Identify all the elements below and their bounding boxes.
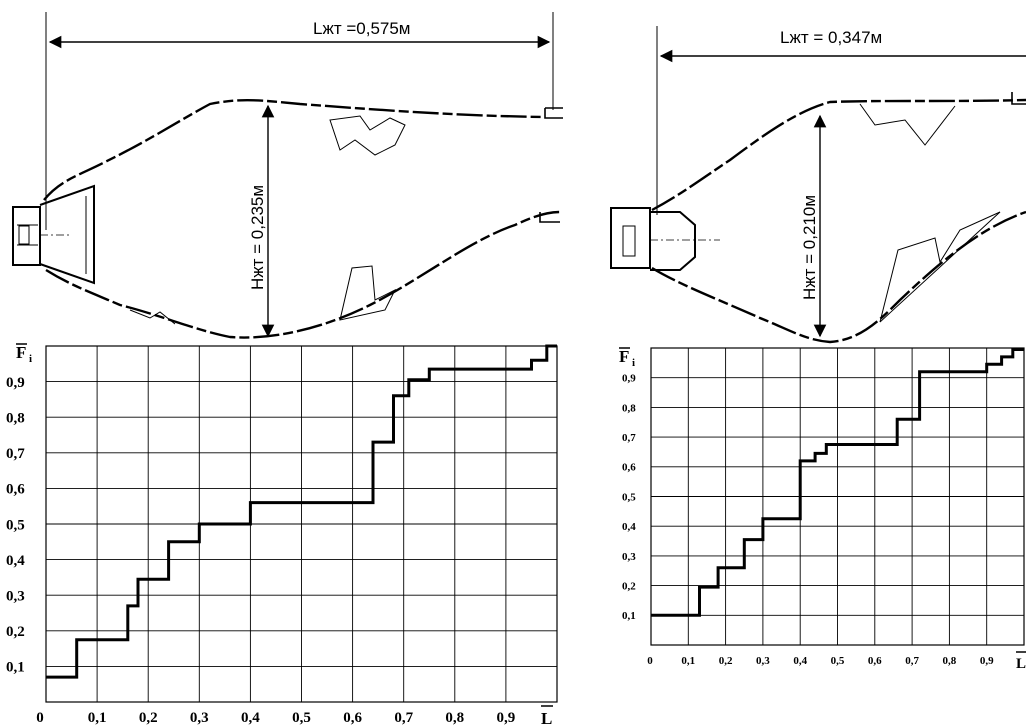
right-y-tick-label: 0,7	[622, 432, 636, 444]
right-y-tick-label: 0,4	[622, 521, 636, 533]
right-x-tick-label: 0,5	[831, 655, 845, 667]
left-y-tick-label: 0,9	[6, 375, 25, 391]
right-x-tick-label: 0,4	[793, 655, 807, 667]
left-step-chart: 0,1 0,2 0,3 0,4 0,5 0,6 0,7 0,8 0,9 0 0,1 0,2 0,3 0,4…	[6, 344, 558, 726]
left-injector-head	[12, 206, 41, 266]
left-x-tick-label: 0,4	[241, 710, 260, 726]
right-y-tick-label: 0,5	[622, 491, 636, 503]
left-x-tick-label: 0,7	[394, 710, 413, 726]
right-y-tick-label: 0,6	[622, 462, 636, 474]
left-y-tick-label: 0,3	[6, 588, 25, 604]
right-x-tick-label: 0,3	[756, 655, 770, 667]
left-y-tick-label: 0,2	[6, 624, 25, 640]
left-x-tick-label: 0,5	[292, 710, 311, 726]
right-x-tick-label: 0,9	[980, 655, 994, 667]
left-y-tick-label: 0,7	[6, 446, 25, 462]
left-y-tick-label: 0,5	[6, 517, 25, 533]
right-length-label: Lжт = 0,347м	[780, 28, 882, 47]
right-y-axis-subscript: i	[632, 357, 635, 369]
right-chamber-drawing	[610, 26, 1026, 344]
left-y-tick-label: 0,4	[6, 553, 25, 569]
left-x-tick-label: 0,3	[190, 710, 209, 726]
left-length-label: Lжт =0,575м	[313, 19, 411, 38]
right-y-tick-label: 0,9	[622, 373, 636, 385]
right-x-tick-label: 0,7	[905, 655, 919, 667]
left-y-tick-label: 0,1	[6, 660, 25, 676]
left-x-tick-label: 0	[36, 710, 44, 726]
right-x-tick-label: 0,1	[681, 655, 695, 667]
right-y-tick-label: 0,2	[622, 580, 636, 592]
right-x-axis-label: L	[1016, 656, 1026, 672]
left-y-axis-label: F	[16, 343, 26, 362]
right-x-tick-label: 0,8	[943, 655, 957, 667]
right-x-tick-label: 0,2	[719, 655, 733, 667]
right-x-tick-label: 0	[647, 655, 653, 667]
right-x-tick-label: 0,6	[868, 655, 882, 667]
right-y-tick-label: 0,1	[622, 610, 636, 622]
left-x-tick-label: 0,1	[88, 710, 107, 726]
right-height-label: Hжт = 0,210м	[800, 195, 819, 300]
right-y-axis-label: F	[619, 347, 629, 366]
right-step-line	[651, 348, 1024, 617]
left-y-tick-label: 0,8	[6, 410, 25, 426]
left-step-line	[46, 344, 557, 679]
left-x-tick-label: 0,2	[139, 710, 158, 726]
left-x-tick-label: 0,6	[343, 710, 362, 726]
right-y-tick-label: 0,3	[622, 551, 636, 563]
left-chamber-drawing	[12, 12, 563, 339]
right-y-tick-label: 0,8	[622, 402, 636, 414]
left-x-axis-label: L	[541, 709, 552, 727]
right-injector-head	[610, 207, 651, 269]
left-y-axis-subscript: i	[29, 353, 32, 365]
right-step-chart: 0,1 0,2 0,3 0,4 0,5 0,6 0,7 0,8 0,9 0 0,1 0,2 0,3 0,4…	[622, 347, 1025, 667]
left-height-label: Hжт = 0,235м	[248, 185, 267, 290]
left-x-tick-label: 0,8	[445, 710, 464, 726]
left-y-tick-label: 0,6	[6, 482, 25, 498]
left-x-tick-label: 0,9	[497, 710, 516, 726]
